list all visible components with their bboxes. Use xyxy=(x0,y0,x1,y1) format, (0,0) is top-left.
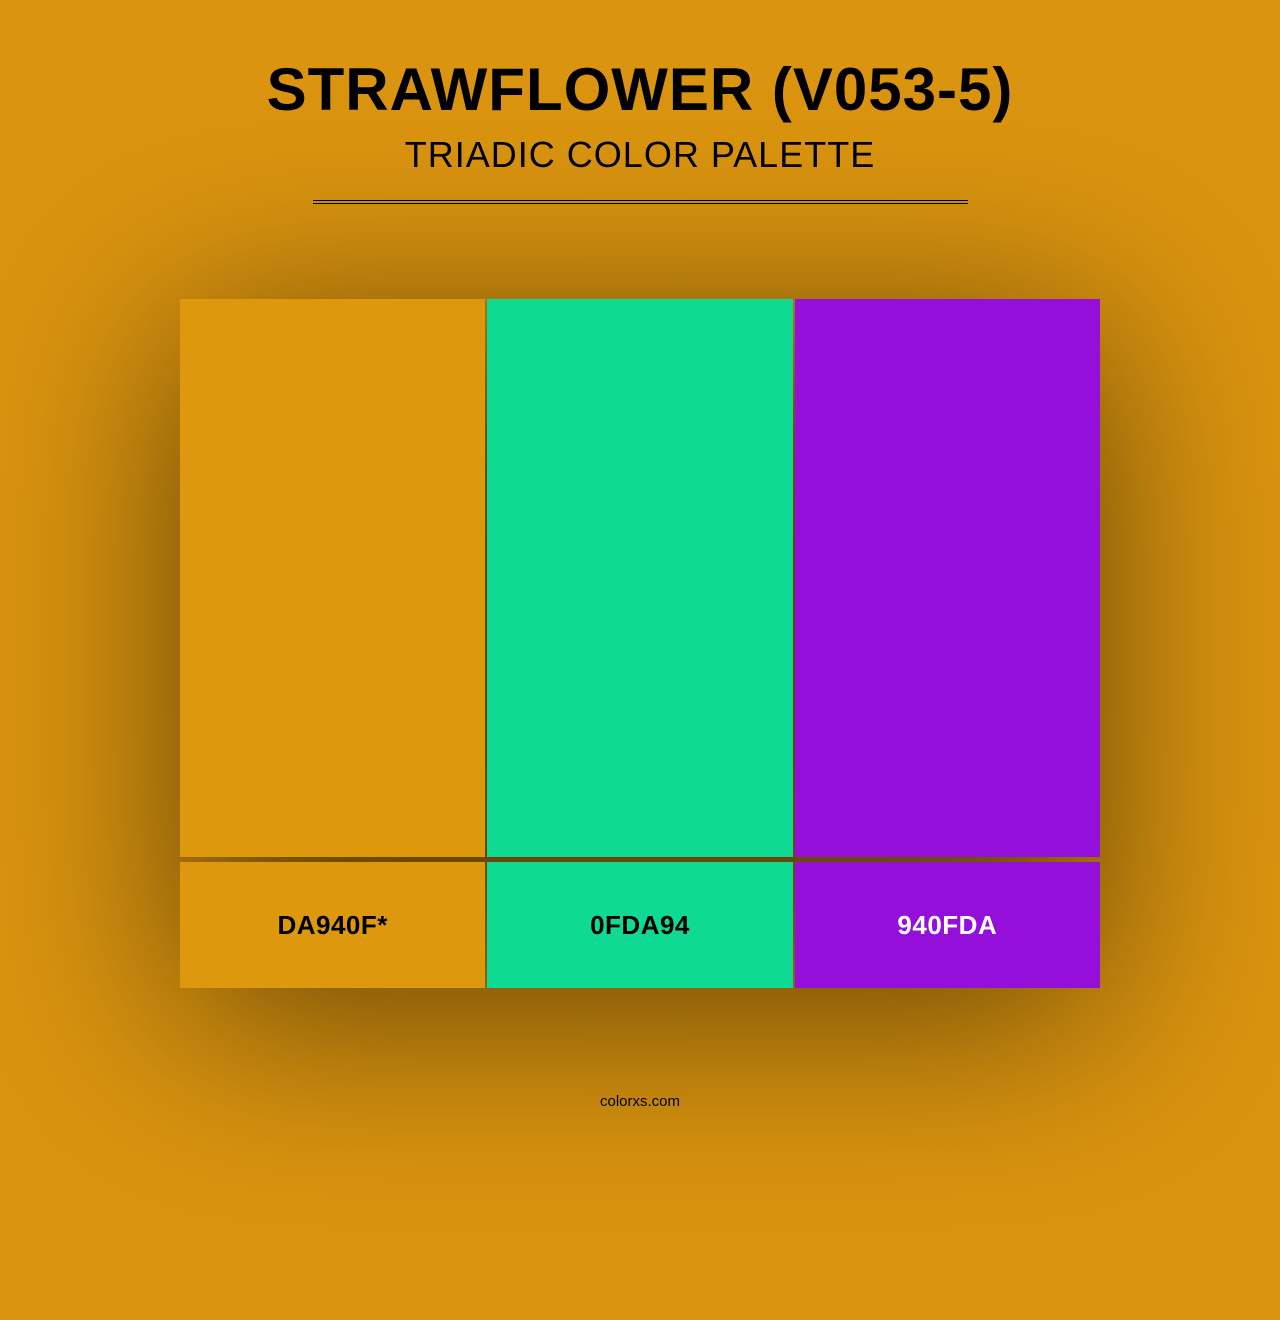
label-row: DA940F* 0FDA94 940FDA xyxy=(180,862,1100,988)
color-palette: DA940F* 0FDA94 940FDA xyxy=(180,299,1100,988)
header-divider xyxy=(313,200,968,204)
swatch-1 xyxy=(487,299,792,857)
swatch-0 xyxy=(180,299,485,857)
swatch-label-2: 940FDA xyxy=(795,862,1100,988)
footer-credit: colorxs.com xyxy=(0,1093,1280,1110)
header: STRAWFLOWER (V053-5) TRIADIC COLOR PALET… xyxy=(0,55,1280,204)
page-subtitle: TRIADIC COLOR PALETTE xyxy=(0,134,1280,176)
swatch-row xyxy=(180,299,1100,857)
swatch-2 xyxy=(795,299,1100,857)
swatch-label-0: DA940F* xyxy=(180,862,485,988)
page-title: STRAWFLOWER (V053-5) xyxy=(0,55,1280,124)
swatch-label-1: 0FDA94 xyxy=(487,862,792,988)
